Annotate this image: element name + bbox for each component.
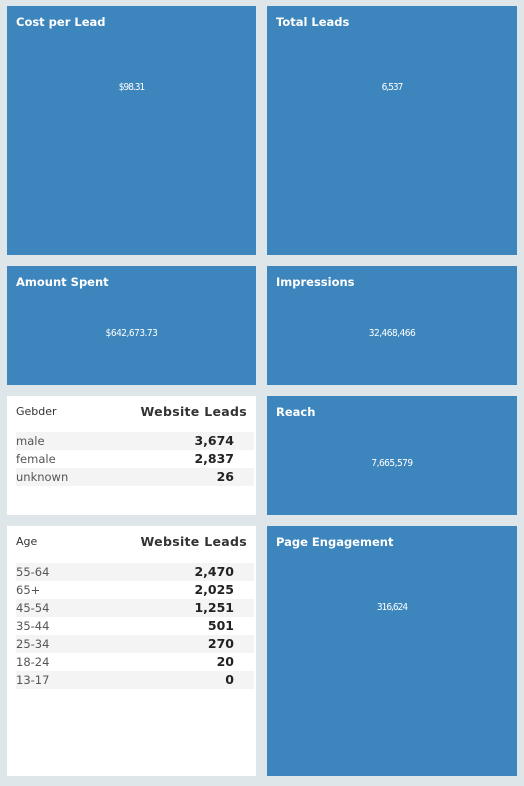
card-title: Total Leads: [276, 15, 350, 29]
row-label: 25-34: [16, 637, 50, 651]
kpi-value: 6,537: [381, 82, 404, 93]
table-row: male 3,674: [16, 432, 254, 450]
age-table-card: Age Website Leads 55-64 2,470 65+ 2,025 …: [7, 526, 256, 776]
table-row: 35-44 501: [16, 617, 254, 635]
age-rows: 55-64 2,470 65+ 2,025 45-54 1,251 35-44 …: [16, 563, 254, 689]
table-row: 55-64 2,470: [16, 563, 254, 581]
impressions-card: Impressions 32,468,466: [267, 266, 517, 385]
row-value: 2,837: [194, 451, 234, 466]
total-leads-card: Total Leads 6,537: [267, 6, 517, 255]
kpi-value: 7,665,579: [371, 458, 413, 469]
row-label: 55-64: [16, 565, 50, 579]
gender-rows: male 3,674 female 2,837 unknown 26: [16, 432, 254, 486]
card-title: Cost per Lead: [16, 15, 106, 29]
row-value: 2,470: [194, 564, 234, 579]
kpi-value: 32,468,466: [368, 328, 416, 339]
row-value: 501: [207, 618, 234, 633]
website-leads-column-header: Website Leads: [140, 534, 247, 549]
card-title: Reach: [276, 405, 316, 419]
card-title: Page Engagement: [276, 535, 394, 549]
table-row: female 2,837: [16, 450, 254, 468]
website-leads-column-header: Website Leads: [140, 404, 247, 419]
row-label: 13-17: [16, 673, 50, 687]
row-value: 26: [216, 469, 234, 484]
amount-spent-card: Amount Spent $642,673.73: [7, 266, 256, 385]
reach-card: Reach 7,665,579: [267, 396, 517, 515]
table-row: unknown 26: [16, 468, 254, 486]
row-label: unknown: [16, 470, 69, 484]
card-title: Impressions: [276, 275, 355, 289]
row-value: 1,251: [194, 600, 234, 615]
row-value: 2,025: [194, 582, 234, 597]
row-value: 270: [207, 636, 234, 651]
table-row: 13-17 0: [16, 671, 254, 689]
row-label: 35-44: [16, 619, 50, 633]
row-label: female: [16, 452, 56, 466]
kpi-value: $98.31: [118, 82, 145, 93]
kpi-value: 316,624: [376, 602, 408, 613]
row-label: 45-54: [16, 601, 50, 615]
row-value: 20: [216, 654, 234, 669]
gender-table-card: Gebder Website Leads male 3,674 female 2…: [7, 396, 256, 515]
cost-per-lead-card: Cost per Lead $98.31: [7, 6, 256, 255]
row-label: male: [16, 434, 45, 448]
row-label: 65+: [16, 583, 41, 597]
gender-column-header: Gebder: [16, 405, 57, 418]
page-engagement-card: Page Engagement 316,624: [267, 526, 517, 776]
row-value: 3,674: [194, 433, 234, 448]
table-row: 45-54 1,251: [16, 599, 254, 617]
row-label: 18-24: [16, 655, 50, 669]
row-value: 0: [225, 672, 234, 687]
table-row: 18-24 20: [16, 653, 254, 671]
card-title: Amount Spent: [16, 275, 109, 289]
age-column-header: Age: [16, 535, 38, 548]
kpi-value: $642,673.73: [105, 328, 158, 339]
table-row: 65+ 2,025: [16, 581, 254, 599]
table-row: 25-34 270: [16, 635, 254, 653]
